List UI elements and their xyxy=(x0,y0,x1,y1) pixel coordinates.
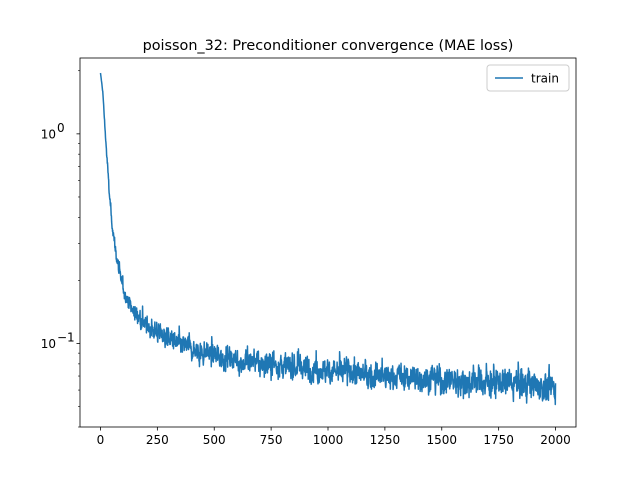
x-tick-label: 0 xyxy=(97,433,105,447)
chart-title: poisson_32: Preconditioner convergence (… xyxy=(143,38,514,54)
x-tick-label: 1000 xyxy=(313,433,344,447)
x-tick-label: 500 xyxy=(203,433,226,447)
x-tick-label: 1250 xyxy=(370,433,401,447)
x-tick-label: 250 xyxy=(146,433,169,447)
y-tick-exponent: 0 xyxy=(57,121,65,135)
x-axis: 0 250 500 750 1000 1250 1500 1750 2000 xyxy=(97,427,571,447)
legend-box xyxy=(486,64,570,92)
x-tick-label: 750 xyxy=(260,433,283,447)
legend-label: train xyxy=(531,72,559,86)
legend: train xyxy=(486,64,570,92)
y-tick-label: 10 xyxy=(41,337,56,351)
series-layer xyxy=(99,72,557,406)
y-tick-exponent: −1 xyxy=(57,331,75,345)
x-tick-label: 1750 xyxy=(483,433,514,447)
y-tick-label: 10 xyxy=(41,127,56,141)
series-line-train xyxy=(99,72,557,406)
x-tick-label: 2000 xyxy=(540,433,571,447)
axes-frame xyxy=(79,57,577,428)
x-tick-label: 1500 xyxy=(426,433,457,447)
